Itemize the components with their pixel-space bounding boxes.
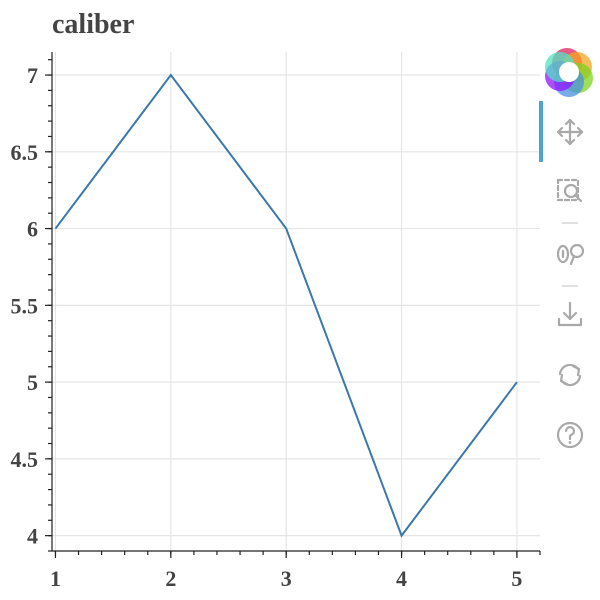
wheel-zoom-icon[interactable] [556,243,585,266]
toolbar [539,48,593,449]
y-tick-label: 5.5 [11,293,39,318]
grid-lines [52,52,540,551]
x-tick-label: 4 [396,566,407,591]
pan-active-indicator [539,101,543,162]
box-zoom-icon[interactable] [556,178,583,203]
series-line [54,73,518,538]
help-icon[interactable] [556,421,584,449]
pan-icon[interactable] [556,118,584,146]
x-tick-label: 2 [165,566,176,591]
y-tick-label: 4 [27,524,38,549]
series [54,73,518,538]
y-tick-label: 6 [27,217,38,242]
ticks [45,59,541,558]
x-tick-label: 5 [511,566,522,591]
y-tick-label: 4.5 [11,447,39,472]
x-tick-label: 1 [50,566,61,591]
axes [51,52,540,552]
save-icon[interactable] [557,301,583,327]
tick-labels: 1 2 3 4 5 4 4.5 5 5.5 6 6.5 7 [11,63,523,591]
reset-icon[interactable] [558,363,582,387]
x-tick-label: 3 [281,566,292,591]
y-tick-label: 6.5 [11,140,39,165]
bokeh-logo-icon[interactable] [545,48,593,97]
y-tick-label: 7 [27,63,38,88]
chart-title: caliber [52,9,134,40]
y-tick-label: 5 [27,370,38,395]
